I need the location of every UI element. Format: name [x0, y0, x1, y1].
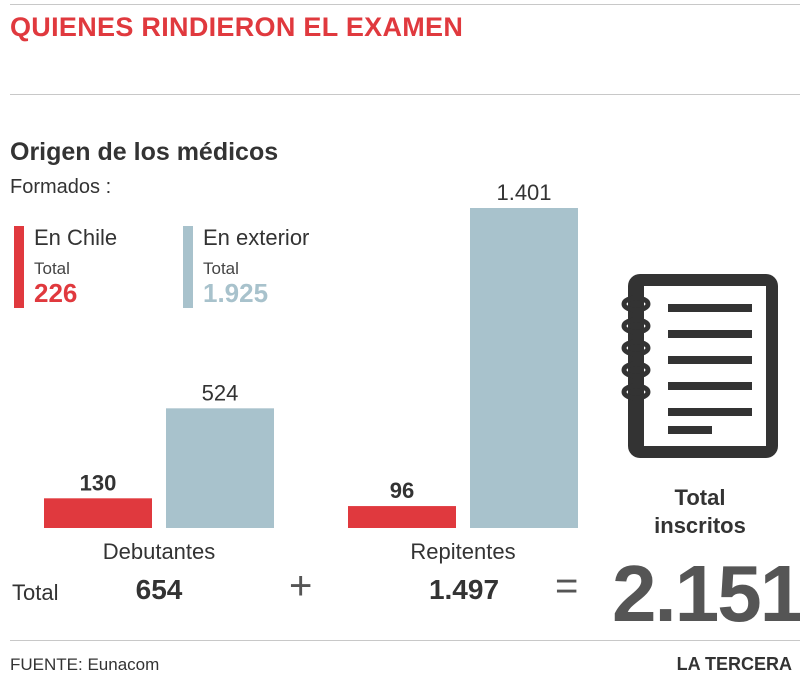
- total-inscritos-label: Total inscritos: [620, 484, 780, 540]
- legend-total-exterior: 1.925: [203, 278, 269, 308]
- legend-swatch-chile: [14, 226, 24, 308]
- equals-sign: =: [555, 564, 579, 608]
- brand-logo: LA TERCERA: [676, 654, 792, 674]
- bar-label-debutantes-chile: 130: [80, 470, 117, 495]
- chart-subtitle: Origen de los médicos: [10, 138, 279, 166]
- total-repitentes: 1.497: [428, 574, 500, 605]
- bar-repitentes-chile: [348, 506, 456, 528]
- bar-debutantes-chile: [44, 498, 152, 528]
- total-inscritos-line1: Total: [674, 485, 726, 510]
- legend-name-chile: En Chile: [34, 225, 118, 250]
- legend-total-label-exterior: Total: [203, 259, 239, 278]
- legend-total-label-chile: Total: [34, 259, 70, 278]
- legend-swatch-exterior: [183, 226, 193, 308]
- category-label-debutantes: Debutantes: [102, 539, 216, 564]
- header-title: QUIENES RINDIERON EL EXAMEN: [10, 12, 464, 42]
- notebook-icon: [621, 274, 778, 458]
- bar-label-repitentes-chile: 96: [390, 478, 414, 503]
- bar-debutantes-exterior: [166, 408, 274, 528]
- total-inscritos-line2: inscritos: [654, 513, 746, 538]
- total-debutantes: 654: [135, 574, 183, 605]
- bar-label-debutantes-exterior: 524: [202, 380, 239, 405]
- category-label-repitentes: Repitentes: [410, 539, 516, 564]
- footer-divider: [10, 640, 800, 641]
- source-credit: FUENTE: Eunacom: [10, 655, 160, 674]
- bar-repitentes-exterior: [470, 208, 578, 528]
- formados-label: Formados :: [10, 176, 112, 198]
- bar-label-repitentes-exterior: 1.401: [496, 180, 551, 205]
- totals-row-label: Total: [12, 580, 59, 605]
- plus-sign: +: [289, 564, 313, 608]
- grand-total-value: 2.151: [612, 549, 800, 638]
- legend-name-exterior: En exterior: [203, 225, 310, 250]
- top-rule: [10, 4, 800, 5]
- legend-total-chile: 226: [34, 278, 78, 308]
- header-divider: [10, 94, 800, 95]
